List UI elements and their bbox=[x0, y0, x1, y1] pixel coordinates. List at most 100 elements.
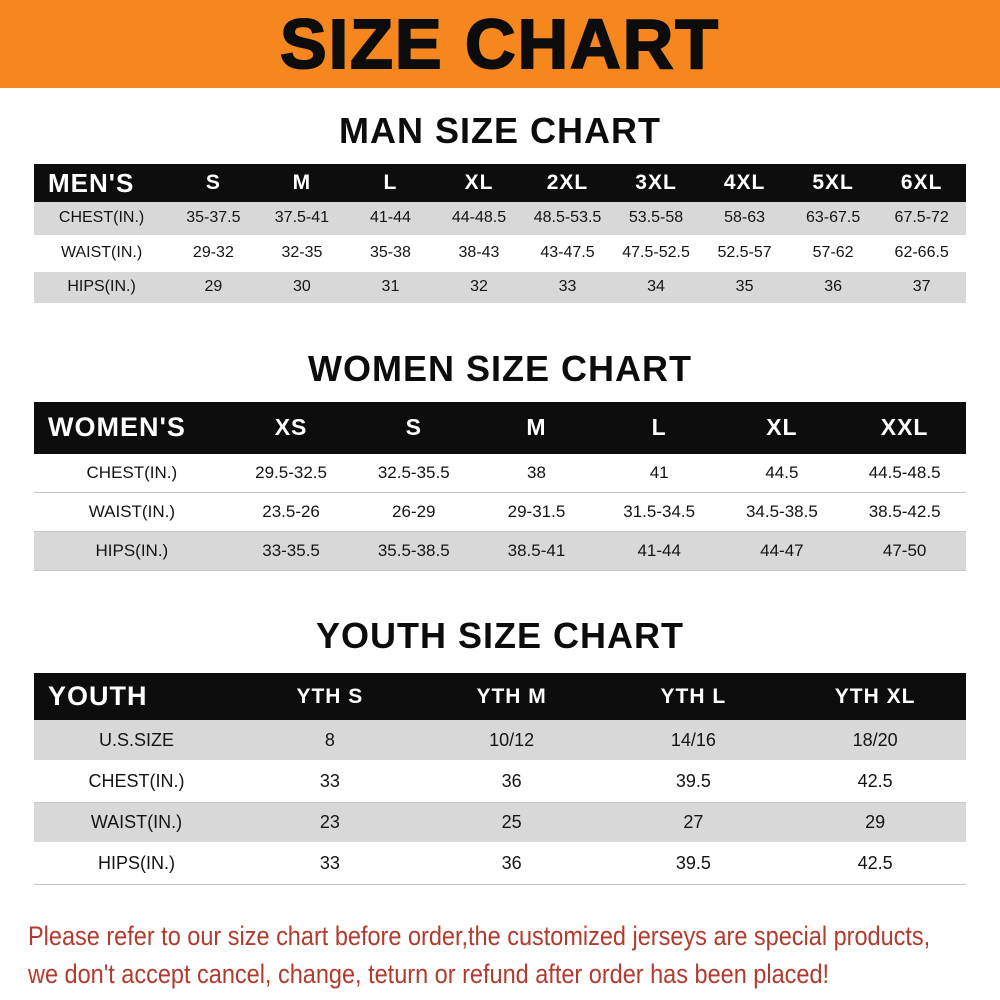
size-table: YOUTH YTH S YTH M YTH L YTH XL U.S.SIZE 8 10/12… bbox=[34, 673, 966, 885]
measurement-value: 38.5-41 bbox=[475, 531, 598, 571]
man-size-table: MEN'S S M L XL 2XL 3XL 4XL 5XL 6XL CHEST(IN.) 35-37… bbox=[34, 164, 966, 306]
row-label: WAIST(IN.) bbox=[34, 802, 240, 844]
measurement-value: 47.5-52.5 bbox=[611, 236, 701, 272]
youth-section-heading: YOUTH SIZE CHART bbox=[315, 615, 684, 656]
measurement-row: WAIST(IN.) 23 25 27 29 bbox=[34, 802, 966, 844]
size-column-header: 6XL bbox=[877, 164, 966, 202]
measurement-value: 67.5-72 bbox=[877, 202, 966, 238]
measurement-value: 32.5-35.5 bbox=[352, 453, 476, 493]
measurement-row: CHEST(IN.) 33 36 39.5 42.5 bbox=[34, 761, 966, 803]
measurement-value: 58-63 bbox=[700, 202, 789, 238]
measurement-row: CHEST(IN.) 29.5-32.5 32.5-35.5 38 41 44.5 44.5… bbox=[34, 453, 966, 493]
row-label: CHEST(IN.) bbox=[34, 453, 230, 493]
measurement-value: 44-48.5 bbox=[434, 202, 524, 238]
row-label: U.S.SIZE bbox=[34, 720, 240, 762]
measurement-row: CHEST(IN.) 35-37.5 37.5-41 41-44 44-48.5 48.5… bbox=[34, 202, 966, 238]
measurement-value: 36 bbox=[420, 843, 603, 885]
measurement-value: 53.5-58 bbox=[611, 202, 701, 238]
size-column-header: XS bbox=[229, 401, 353, 454]
measurement-value: 35.5-38.5 bbox=[352, 531, 476, 571]
measurement-value: 35-38 bbox=[346, 236, 435, 272]
measurement-value: 14/16 bbox=[602, 720, 785, 762]
measurement-row: HIPS(IN.) 33-35.5 35.5-38.5 38.5-41 41-44 44-… bbox=[34, 531, 966, 571]
measurement-value: 39.5 bbox=[602, 761, 785, 803]
measurement-value: 63-67.5 bbox=[788, 202, 878, 238]
size-column-header: 3XL bbox=[611, 164, 701, 202]
order-notice: Please refer to our size chart before or… bbox=[0, 917, 1000, 994]
measurement-value: 23.5-26 bbox=[229, 492, 353, 532]
measurement-value: 35 bbox=[700, 270, 789, 306]
row-label: CHEST(IN.) bbox=[34, 202, 170, 238]
youth-size-table: YOUTH YTH S YTH M YTH L YTH XL U.S.SIZE 8 10/12… bbox=[34, 673, 966, 885]
row-label: HIPS(IN.) bbox=[34, 270, 170, 306]
size-column-header: XL bbox=[720, 401, 844, 454]
measurement-value: 29.5-32.5 bbox=[229, 453, 353, 493]
size-column-header: L bbox=[346, 164, 435, 202]
measurement-row: WAIST(IN.) 29-32 32-35 35-38 38-43 43-47.5 47.… bbox=[34, 236, 966, 272]
measurement-value: 33-35.5 bbox=[229, 531, 353, 571]
page-title: SIZE CHART bbox=[279, 5, 720, 83]
man-section-heading: MAN SIZE CHART bbox=[339, 110, 661, 151]
measurement-value: 41 bbox=[597, 453, 721, 493]
measurement-value: 32 bbox=[434, 270, 524, 306]
size-column-header: YTH M bbox=[420, 673, 603, 720]
notice-line-1: Please refer to our size chart before or… bbox=[28, 920, 931, 951]
size-column-header: YTH L bbox=[602, 673, 785, 720]
table-header-row: WOMEN'S XS S M L XL XXL bbox=[34, 401, 966, 454]
table-corner-label: MEN'S bbox=[34, 164, 170, 202]
size-table: MEN'S S M L XL 2XL 3XL 4XL 5XL 6XL CHEST(IN.) 35-37… bbox=[34, 164, 966, 306]
measurement-value: 41-44 bbox=[597, 531, 721, 571]
size-column-header: 2XL bbox=[523, 164, 612, 202]
measurement-value: 36 bbox=[788, 270, 878, 306]
measurement-value: 8 bbox=[239, 720, 421, 762]
row-label: CHEST(IN.) bbox=[34, 761, 240, 803]
measurement-value: 41-44 bbox=[346, 202, 435, 238]
measurement-value: 57-62 bbox=[788, 236, 878, 272]
measurement-value: 29 bbox=[784, 802, 966, 844]
measurement-row: HIPS(IN.) 33 36 39.5 42.5 bbox=[34, 843, 966, 885]
measurement-value: 36 bbox=[420, 761, 603, 803]
table-header-row: YOUTH YTH S YTH M YTH L YTH XL bbox=[34, 673, 966, 720]
size-column-header: 4XL bbox=[700, 164, 789, 202]
measurement-row: WAIST(IN.) 23.5-26 26-29 29-31.5 31.5-34.5 34… bbox=[34, 492, 966, 532]
measurement-value: 37.5-41 bbox=[257, 202, 347, 238]
size-column-header: S bbox=[169, 164, 258, 202]
size-table: WOMEN'S XS S M L XL XXL CHEST(IN.) 29.5-32.5 32.5… bbox=[34, 401, 966, 571]
measurement-value: 29 bbox=[169, 270, 258, 306]
measurement-value: 35-37.5 bbox=[169, 202, 258, 238]
youth-size-section: YOUTH SIZE CHART YOUTH YTH S YTH M YTH L YTH… bbox=[0, 615, 1000, 885]
size-column-header: S bbox=[352, 401, 476, 454]
measurement-value: 42.5 bbox=[784, 843, 966, 885]
women-section-heading: WOMEN SIZE CHART bbox=[308, 347, 692, 389]
size-column-header: YTH XL bbox=[784, 673, 966, 720]
measurement-value: 33 bbox=[523, 270, 612, 306]
measurement-value: 31 bbox=[346, 270, 435, 306]
measurement-value: 44.5-48.5 bbox=[843, 453, 966, 493]
size-column-header: L bbox=[597, 401, 721, 454]
measurement-value: 44-47 bbox=[720, 531, 844, 571]
measurement-value: 42.5 bbox=[784, 761, 966, 803]
measurement-value: 23 bbox=[239, 802, 421, 844]
table-corner-label: YOUTH bbox=[34, 673, 240, 720]
measurement-value: 39.5 bbox=[602, 843, 785, 885]
measurement-value: 27 bbox=[602, 802, 785, 844]
size-column-header: YTH S bbox=[239, 673, 421, 720]
women-size-table: WOMEN'S XS S M L XL XXL CHEST(IN.) 29.5-32.5 32.5… bbox=[34, 401, 966, 571]
measurement-row: HIPS(IN.) 29 30 31 32 33 34 35 36 37 bbox=[34, 270, 966, 306]
measurement-value: 37 bbox=[877, 270, 966, 306]
measurement-value: 34.5-38.5 bbox=[720, 492, 844, 532]
measurement-value: 47-50 bbox=[843, 531, 966, 571]
table-header-row: MEN'S S M L XL 2XL 3XL 4XL 5XL 6XL bbox=[34, 164, 966, 202]
measurement-value: 38.5-42.5 bbox=[843, 492, 966, 532]
row-label: WAIST(IN.) bbox=[34, 492, 230, 532]
measurement-value: 33 bbox=[239, 843, 421, 885]
measurement-value: 38 bbox=[475, 453, 598, 493]
measurement-value: 34 bbox=[611, 270, 701, 306]
women-size-section: WOMEN SIZE CHART WOMEN'S XS S M L XL XXL CHEST(… bbox=[0, 347, 1000, 571]
measurement-value: 29-32 bbox=[169, 236, 258, 272]
size-column-header: M bbox=[475, 401, 598, 454]
measurement-value: 25 bbox=[420, 802, 603, 844]
measurement-value: 44.5 bbox=[720, 453, 844, 493]
measurement-value: 43-47.5 bbox=[523, 236, 612, 272]
